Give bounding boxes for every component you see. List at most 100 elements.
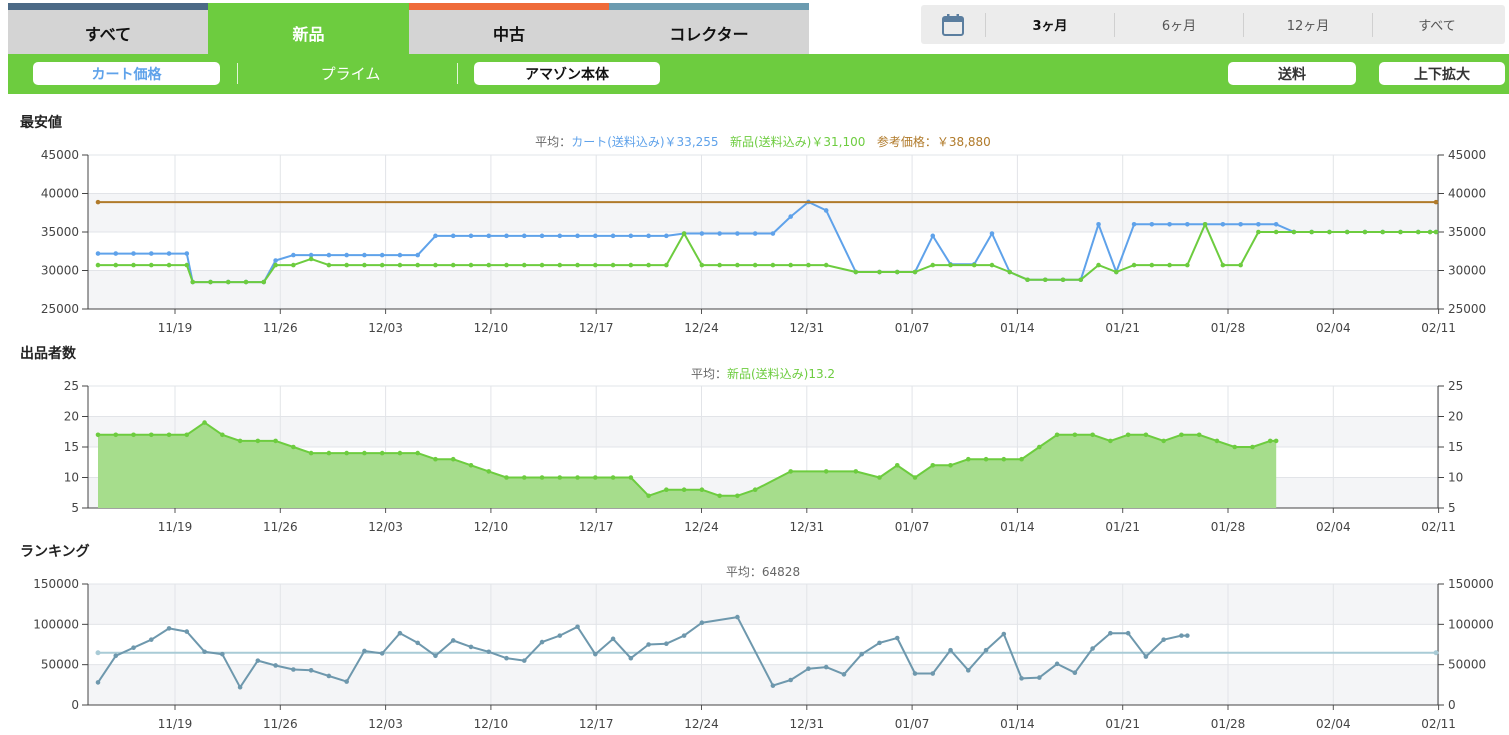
data-point — [1001, 631, 1007, 637]
y-tick-label-right: 25 — [1448, 379, 1463, 393]
calendar-icon[interactable] — [921, 5, 985, 44]
series-toolbar: カート価格 プライム アマゾン本体 送料 上下拡大 — [8, 54, 1509, 94]
data-point — [770, 231, 776, 236]
data-point — [859, 651, 865, 657]
data-point — [344, 262, 349, 268]
data-point — [575, 262, 580, 268]
data-point — [208, 279, 213, 285]
range-option-12m[interactable]: 12ヶ月 — [1243, 12, 1372, 37]
data-point — [326, 262, 332, 268]
x-tick-label: 01/14 — [1000, 321, 1035, 335]
data-point — [148, 432, 154, 438]
price-chart-title: 最安値 — [20, 115, 62, 131]
average-point — [95, 650, 101, 656]
data-point — [468, 233, 474, 239]
data-point — [504, 475, 509, 480]
data-point — [1072, 670, 1078, 676]
data-point — [1042, 277, 1048, 283]
data-point — [989, 262, 995, 268]
x-tick-label: 12/31 — [790, 321, 825, 335]
x-tick-label: 11/26 — [263, 520, 298, 534]
range-option-6m[interactable]: 6ヶ月 — [1114, 12, 1243, 37]
data-point — [1125, 630, 1131, 636]
data-point — [1131, 222, 1137, 227]
cart-price-toggle[interactable]: カート価格 — [33, 62, 220, 85]
data-point — [699, 231, 705, 236]
data-point — [1025, 277, 1030, 283]
data-point — [628, 475, 634, 480]
data-point — [415, 252, 420, 258]
tab-all[interactable]: すべて — [8, 3, 208, 54]
y-tick-label-right: 35000 — [1448, 225, 1486, 239]
zoom-toggle[interactable]: 上下拡大 — [1379, 62, 1505, 85]
data-point — [184, 629, 190, 634]
data-point — [930, 463, 936, 468]
data-point — [433, 262, 438, 268]
data-point — [681, 633, 687, 638]
data-point — [752, 231, 758, 236]
range-option-3m[interactable]: 3ヶ月 — [985, 12, 1114, 37]
data-point — [273, 258, 278, 263]
x-tick-label: 12/03 — [368, 717, 403, 731]
data-point — [717, 231, 722, 236]
tab-used[interactable]: 中古 — [409, 3, 609, 54]
data-point — [806, 666, 811, 671]
tab-new[interactable]: 新品 — [208, 3, 409, 54]
avg-new: 新品(送料込み)￥31,100 — [730, 135, 866, 149]
data-point — [1037, 444, 1042, 450]
y-tick-label-left: 5 — [71, 501, 79, 515]
data-point — [664, 262, 669, 268]
data-point — [948, 647, 953, 653]
data-point — [1232, 444, 1238, 450]
x-tick-label: 02/04 — [1316, 520, 1351, 534]
data-point — [646, 642, 651, 647]
data-point — [379, 252, 385, 258]
data-point — [504, 262, 509, 268]
data-point — [113, 432, 119, 438]
x-tick-label: 02/11 — [1421, 717, 1456, 731]
data-point — [752, 262, 758, 268]
x-tick-label: 01/28 — [1211, 717, 1246, 731]
data-point — [397, 262, 403, 268]
average-point — [1433, 650, 1439, 656]
data-point — [1161, 438, 1166, 444]
data-point — [1114, 269, 1119, 275]
data-point — [557, 475, 563, 480]
data-point — [1273, 438, 1279, 444]
data-point — [1090, 646, 1095, 651]
amazon-toggle[interactable]: アマゾン本体 — [474, 62, 660, 85]
y-tick-label-right: 150000 — [1448, 577, 1494, 591]
data-point — [486, 262, 492, 268]
data-point — [1125, 432, 1131, 438]
x-tick-label: 12/24 — [684, 520, 719, 534]
data-point — [521, 262, 527, 268]
shipping-toggle[interactable]: 送料 — [1228, 62, 1356, 85]
data-point — [1273, 222, 1279, 227]
x-tick-label: 02/04 — [1316, 717, 1351, 731]
x-tick-label: 01/28 — [1211, 321, 1246, 335]
x-tick-label: 01/14 — [1000, 717, 1035, 731]
y-tick-label-right: 0 — [1448, 698, 1456, 712]
data-point — [593, 233, 598, 239]
x-tick-label: 12/03 — [368, 520, 403, 534]
data-point — [1214, 438, 1220, 444]
data-point — [113, 653, 119, 659]
data-point — [1072, 432, 1078, 438]
data-point — [450, 233, 456, 239]
data-point — [965, 456, 971, 462]
data-point — [877, 269, 882, 275]
tab-used-label: 中古 — [492, 24, 525, 44]
data-point — [894, 463, 900, 468]
data-point — [243, 279, 249, 285]
data-point — [273, 438, 278, 444]
y-tick-label-left: 15 — [64, 440, 79, 454]
data-point — [1380, 229, 1386, 235]
tab-collector[interactable]: コレクター — [609, 3, 809, 54]
data-point — [646, 233, 651, 239]
data-point — [628, 262, 634, 268]
range-option-all[interactable]: すべて — [1372, 12, 1501, 37]
prime-toggle[interactable]: プライム — [320, 65, 381, 83]
data-point — [1256, 229, 1261, 235]
data-point — [788, 677, 793, 683]
data-point — [291, 444, 296, 450]
